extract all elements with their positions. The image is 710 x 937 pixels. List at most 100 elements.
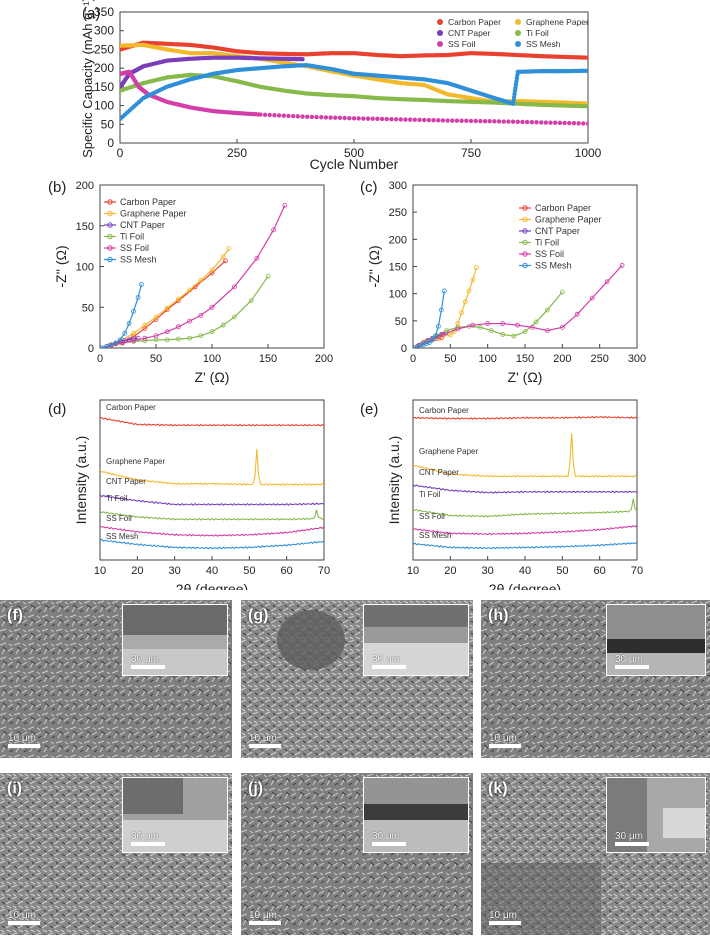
data-point <box>581 121 586 126</box>
series-label: Ti Foil <box>106 494 128 503</box>
y-tick-label: 300 <box>389 180 407 192</box>
x-tick-label: 40 <box>519 565 531 577</box>
series-ss-mesh <box>413 288 447 348</box>
y-tick-label: 150 <box>94 80 114 94</box>
data-point <box>604 279 610 285</box>
data-point <box>501 119 506 124</box>
data-point <box>198 277 204 283</box>
data-point <box>164 329 170 335</box>
legend-label: Graphene Paper <box>526 17 589 27</box>
legend-marker <box>522 239 528 246</box>
data-point <box>559 289 565 295</box>
y-axis-label: Intensity (a.u.) <box>386 436 402 525</box>
sem-inset: 30 μm <box>363 777 469 853</box>
series-label: Graphene Paper <box>106 457 165 466</box>
series-cnt-paper <box>100 494 324 506</box>
series-label: SS Mesh <box>106 532 138 541</box>
data-point <box>488 328 494 334</box>
data-point <box>135 295 141 300</box>
data-point <box>375 116 380 122</box>
sem-panel-i: (i) 30 μm 10 μm <box>0 773 232 935</box>
data-point <box>265 273 271 279</box>
inset-scale-bar: 30 μm <box>372 831 406 846</box>
inset-scale-bar: 30 μm <box>372 654 406 669</box>
data-point <box>468 118 474 124</box>
x-tick-label: 0 <box>410 353 416 365</box>
data-point <box>455 326 461 332</box>
panel-label: (j) <box>248 780 264 797</box>
data-point <box>454 118 460 123</box>
data-point <box>511 333 517 339</box>
legend-label: CNT Paper <box>448 28 491 38</box>
data-point <box>440 118 446 123</box>
inset-scale-bar: 30 μm <box>131 831 165 846</box>
x-tick-label: 100 <box>478 353 496 365</box>
series-ss-foil <box>120 69 588 126</box>
panel-label: (c) <box>360 179 378 196</box>
data-point <box>337 115 343 121</box>
data-point <box>430 337 435 343</box>
x-tick-label: 1000 <box>575 146 602 160</box>
x-axis-label: Z' (Ω) <box>195 369 230 385</box>
series-line <box>414 265 623 348</box>
data-point <box>142 335 148 341</box>
data-point <box>534 120 539 125</box>
data-point <box>262 112 268 117</box>
data-point <box>427 340 432 345</box>
data-point <box>482 118 488 124</box>
scale-bar: 10 μm <box>489 909 521 925</box>
sem-inset: 30 μm <box>122 604 228 676</box>
data-point <box>300 56 305 62</box>
y-tick-label: 300 <box>94 24 114 38</box>
data-point <box>122 330 128 336</box>
data-point <box>510 119 516 124</box>
x-tick-label: 250 <box>590 353 608 365</box>
series-ss-mesh <box>413 541 637 550</box>
legend-label: SS Foil <box>120 243 149 253</box>
data-point <box>545 307 550 313</box>
data-point <box>272 113 277 118</box>
data-point <box>417 117 422 123</box>
data-point <box>559 324 565 330</box>
data-point <box>619 263 625 268</box>
plot-frame <box>412 184 638 349</box>
sem-inset: 30 μm <box>122 777 228 853</box>
data-point <box>113 340 119 346</box>
legend-label: Ti Foil <box>526 28 549 38</box>
series-label: CNT Paper <box>419 468 459 477</box>
data-point <box>209 267 215 273</box>
series-line <box>100 509 324 521</box>
data-point <box>361 116 366 121</box>
legend-label: Graphene Paper <box>535 215 602 225</box>
series-line <box>413 433 637 478</box>
data-point <box>286 113 291 119</box>
series-line <box>414 267 478 348</box>
data-point <box>515 119 520 125</box>
series-ti-foil <box>100 509 324 521</box>
legend-marker <box>107 222 113 228</box>
series-label: Carbon Paper <box>419 406 469 415</box>
x-tick-label: 30 <box>169 565 181 577</box>
inset-scale-label: 30 μm <box>372 831 400 842</box>
inset-scale-label: 30 μm <box>615 831 643 842</box>
x-tick-label: 20 <box>444 565 456 577</box>
sem-panel-g: (g) 30 μm 10 μm <box>241 600 473 758</box>
data-point <box>131 330 137 336</box>
data-point <box>477 324 483 330</box>
x-tick-label: 60 <box>281 565 293 577</box>
legend-label: Ti Foil <box>535 238 559 248</box>
data-point <box>522 329 528 335</box>
data-point <box>314 114 319 120</box>
data-point <box>248 298 254 304</box>
panel-label: (b) <box>48 179 66 196</box>
data-point <box>209 329 215 335</box>
sem-panel-f: (f) 30 μm 10 μm <box>0 600 232 758</box>
legend-label: Graphene Paper <box>120 209 187 219</box>
data-point <box>496 119 502 124</box>
x-tick-label: 150 <box>516 353 534 365</box>
series-graphene-paper <box>100 448 324 486</box>
y-axis-label: Intensity (a.u.) <box>73 436 89 525</box>
data-point <box>153 333 159 339</box>
y-axis-label: -Z'' (Ω) <box>366 245 382 287</box>
data-point <box>282 202 288 208</box>
